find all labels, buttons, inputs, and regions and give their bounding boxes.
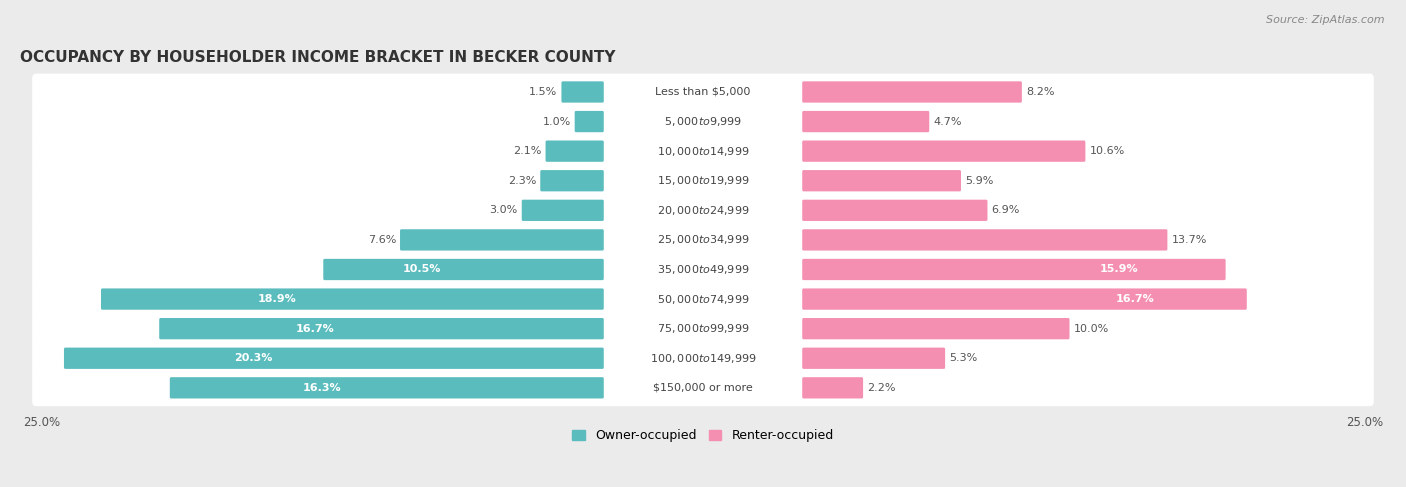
FancyBboxPatch shape bbox=[561, 81, 603, 103]
FancyBboxPatch shape bbox=[575, 111, 603, 132]
FancyBboxPatch shape bbox=[540, 170, 603, 191]
Text: 15.9%: 15.9% bbox=[1099, 264, 1139, 275]
FancyBboxPatch shape bbox=[803, 259, 1226, 280]
FancyBboxPatch shape bbox=[401, 229, 603, 250]
Text: $100,000 to $149,999: $100,000 to $149,999 bbox=[650, 352, 756, 365]
FancyBboxPatch shape bbox=[546, 140, 603, 162]
FancyBboxPatch shape bbox=[803, 170, 960, 191]
Text: 10.0%: 10.0% bbox=[1073, 324, 1109, 334]
FancyBboxPatch shape bbox=[32, 370, 1374, 406]
Text: $5,000 to $9,999: $5,000 to $9,999 bbox=[664, 115, 742, 128]
FancyBboxPatch shape bbox=[32, 251, 1374, 288]
FancyBboxPatch shape bbox=[32, 281, 1374, 318]
FancyBboxPatch shape bbox=[803, 81, 1022, 103]
Text: 1.0%: 1.0% bbox=[543, 116, 571, 127]
FancyBboxPatch shape bbox=[32, 162, 1374, 199]
Text: $35,000 to $49,999: $35,000 to $49,999 bbox=[657, 263, 749, 276]
Legend: Owner-occupied, Renter-occupied: Owner-occupied, Renter-occupied bbox=[568, 424, 838, 447]
FancyBboxPatch shape bbox=[32, 74, 1374, 111]
FancyBboxPatch shape bbox=[32, 310, 1374, 347]
Text: $15,000 to $19,999: $15,000 to $19,999 bbox=[657, 174, 749, 187]
Text: OCCUPANCY BY HOUSEHOLDER INCOME BRACKET IN BECKER COUNTY: OCCUPANCY BY HOUSEHOLDER INCOME BRACKET … bbox=[20, 50, 616, 65]
FancyBboxPatch shape bbox=[803, 111, 929, 132]
Text: 2.2%: 2.2% bbox=[868, 383, 896, 393]
FancyBboxPatch shape bbox=[522, 200, 603, 221]
FancyBboxPatch shape bbox=[803, 377, 863, 398]
Text: 5.9%: 5.9% bbox=[965, 176, 994, 186]
Text: 16.7%: 16.7% bbox=[1115, 294, 1154, 304]
Text: 2.3%: 2.3% bbox=[508, 176, 536, 186]
Text: 6.9%: 6.9% bbox=[991, 206, 1019, 215]
Text: 13.7%: 13.7% bbox=[1171, 235, 1206, 245]
Text: $20,000 to $24,999: $20,000 to $24,999 bbox=[657, 204, 749, 217]
Text: 2.1%: 2.1% bbox=[513, 146, 541, 156]
FancyBboxPatch shape bbox=[32, 133, 1374, 169]
Text: Less than $5,000: Less than $5,000 bbox=[655, 87, 751, 97]
FancyBboxPatch shape bbox=[63, 348, 603, 369]
Text: 5.3%: 5.3% bbox=[949, 353, 977, 363]
FancyBboxPatch shape bbox=[803, 318, 1070, 339]
Text: 16.3%: 16.3% bbox=[302, 383, 342, 393]
Text: 1.5%: 1.5% bbox=[529, 87, 557, 97]
FancyBboxPatch shape bbox=[803, 140, 1085, 162]
FancyBboxPatch shape bbox=[803, 229, 1167, 250]
FancyBboxPatch shape bbox=[803, 288, 1247, 310]
FancyBboxPatch shape bbox=[32, 222, 1374, 258]
FancyBboxPatch shape bbox=[32, 103, 1374, 140]
Text: 10.6%: 10.6% bbox=[1090, 146, 1125, 156]
Text: 3.0%: 3.0% bbox=[489, 206, 517, 215]
Text: $50,000 to $74,999: $50,000 to $74,999 bbox=[657, 293, 749, 305]
Text: $25,000 to $34,999: $25,000 to $34,999 bbox=[657, 233, 749, 246]
FancyBboxPatch shape bbox=[803, 348, 945, 369]
FancyBboxPatch shape bbox=[32, 192, 1374, 229]
Text: 4.7%: 4.7% bbox=[934, 116, 962, 127]
Text: $10,000 to $14,999: $10,000 to $14,999 bbox=[657, 145, 749, 158]
Text: $150,000 or more: $150,000 or more bbox=[654, 383, 752, 393]
FancyBboxPatch shape bbox=[803, 200, 987, 221]
Text: 10.5%: 10.5% bbox=[402, 264, 441, 275]
FancyBboxPatch shape bbox=[170, 377, 603, 398]
Text: 20.3%: 20.3% bbox=[233, 353, 273, 363]
FancyBboxPatch shape bbox=[159, 318, 603, 339]
Text: Source: ZipAtlas.com: Source: ZipAtlas.com bbox=[1267, 15, 1385, 25]
Text: $75,000 to $99,999: $75,000 to $99,999 bbox=[657, 322, 749, 335]
FancyBboxPatch shape bbox=[32, 340, 1374, 376]
Text: 7.6%: 7.6% bbox=[368, 235, 396, 245]
Text: 18.9%: 18.9% bbox=[257, 294, 297, 304]
Text: 8.2%: 8.2% bbox=[1026, 87, 1054, 97]
Text: 16.7%: 16.7% bbox=[295, 324, 335, 334]
FancyBboxPatch shape bbox=[323, 259, 603, 280]
FancyBboxPatch shape bbox=[101, 288, 603, 310]
